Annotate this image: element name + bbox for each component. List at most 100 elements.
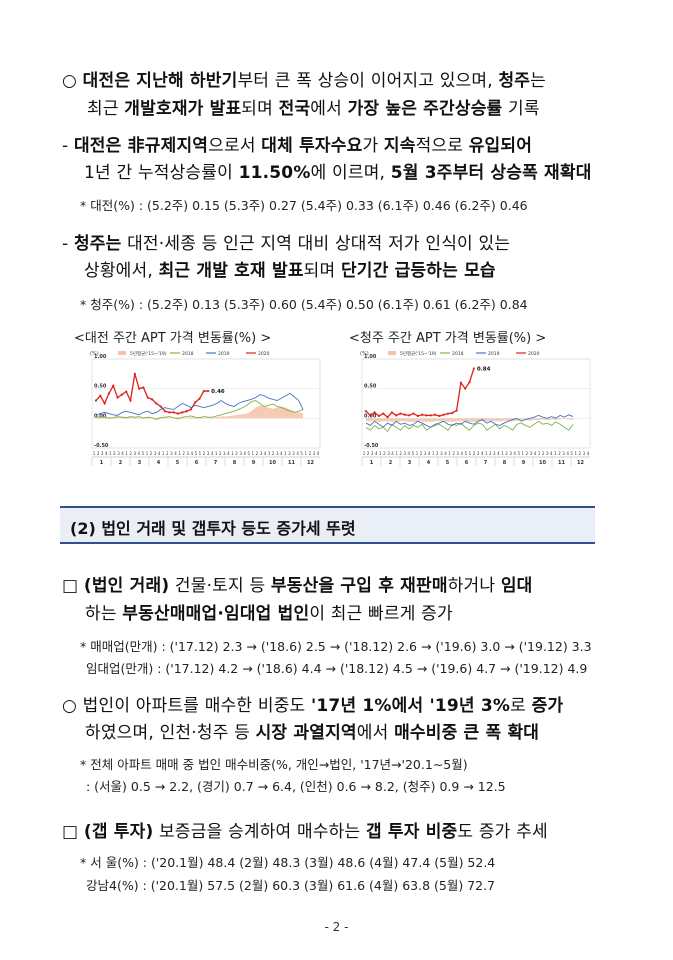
series-2020-point	[395, 414, 398, 417]
series-2020-point	[399, 412, 402, 415]
note-corp-share: * 전체 아파트 매매 중 법인 매수비중(%, 개인→법인, '17년→'20…	[80, 757, 468, 772]
month-label: 5	[176, 460, 180, 466]
note-sales-corp: * 매매업(만개) : ('17.12) 2.3 → ('18.6) 2.5 →…	[80, 639, 592, 654]
week-tick-label: 5	[247, 451, 250, 456]
text-bold: 매수비중 큰 폭 확대	[394, 723, 540, 743]
y-tick-label: 1.00	[364, 354, 377, 360]
series-2020-point	[142, 386, 145, 389]
para8-line1: ○ 법인이 아파트를 매수한 비중도 '17년 1%에서 '19년 3%로 증가	[62, 691, 563, 716]
week-tick-label: 1	[125, 451, 128, 456]
dash: -	[62, 234, 74, 254]
week-tick-label: 3	[260, 451, 263, 456]
month-label: 3	[138, 460, 142, 466]
week-tick-label: 3	[387, 451, 390, 456]
text: 는	[530, 71, 546, 91]
series-avg-area	[96, 405, 304, 419]
series-2020-point	[369, 414, 372, 417]
legend-label: 2020	[528, 351, 540, 357]
week-tick-label: 3	[223, 451, 226, 456]
cheongju-line-chart: (%)1.000.500.00-0.505년평균('15~'19)2018201…	[360, 350, 591, 466]
week-tick-label: 4	[317, 451, 320, 456]
week-tick-label: 2	[309, 451, 312, 456]
week-tick-label: 5	[142, 451, 145, 456]
para2-line1: - 대전은 非규제지역으로서 대체 투자수요가 지속적으로 유입되어	[62, 131, 532, 156]
series-2020-point	[125, 390, 128, 393]
series-line	[365, 420, 574, 433]
text-bold: 청주	[498, 71, 531, 91]
week-tick-label: 5	[412, 451, 415, 456]
week-tick-label: 4	[280, 451, 283, 456]
text-bold: 11.50%	[238, 163, 311, 183]
text-bold: (법인 거래)	[83, 576, 170, 596]
series-2020-point	[459, 381, 463, 384]
week-tick-label: 2	[256, 451, 259, 456]
week-tick-label: 4	[534, 451, 537, 456]
text-bold: 단기간 급등하는 모습	[340, 261, 496, 281]
week-tick-label: 1	[199, 451, 202, 456]
month-label: 11	[288, 460, 295, 466]
series-2020-point	[472, 367, 475, 370]
week-tick-label: 5	[300, 451, 303, 456]
text: 하거나	[447, 576, 501, 596]
week-tick-label: 1	[469, 451, 472, 456]
chart-caption-right: <청주 주간 APT 가격 변동률(%) >	[349, 331, 547, 346]
week-tick-label: 4	[375, 451, 378, 456]
series-2020-point	[207, 389, 210, 393]
week-tick-label: 4	[121, 451, 124, 456]
month-label: 9	[252, 460, 256, 466]
para1-line2: 최근 개발호재가 발표되며 전국에서 가장 높은 주간상승률 기록	[87, 94, 540, 119]
month-label: 2	[389, 460, 393, 466]
text-bold: 최근 개발 호재 발표	[158, 261, 304, 281]
week-tick-label: 1	[448, 451, 451, 456]
month-label: 8	[233, 460, 237, 466]
week-tick-label: 1	[485, 451, 488, 456]
week-tick-label: 1	[395, 451, 398, 456]
series-line	[365, 414, 574, 428]
series-2020-point	[150, 398, 154, 401]
week-tick-label: 3	[276, 451, 279, 456]
week-tick-label: 2	[182, 451, 185, 456]
week-tick-label: 4	[158, 451, 161, 456]
note-cheongju: * 청주(%) : (5.2주) 0.13 (5.3주) 0.60 (5.4주)…	[80, 297, 528, 312]
series-2020-point	[112, 384, 115, 387]
week-tick-label: 2	[489, 451, 492, 456]
series-2020-point	[464, 387, 467, 390]
week-tick-label: 3	[239, 451, 242, 456]
series-2020-point	[146, 396, 149, 399]
week-tick-label: 4	[227, 451, 230, 456]
month-label: 5	[446, 460, 450, 466]
text-bold: 개발호재가 발표	[124, 99, 242, 119]
text: 도 증가 추세	[457, 822, 548, 842]
week-tick-label: 1	[162, 451, 165, 456]
series-2020-point	[386, 416, 389, 419]
text: 으로서	[208, 136, 262, 156]
text-bold: '17년 1%에서 '19년 3%	[310, 696, 511, 716]
week-tick-label: 1	[93, 451, 96, 456]
series-2020-point	[408, 414, 411, 417]
month-label: 11	[558, 460, 565, 466]
legend-label: 5년평균('15~'19)	[400, 350, 437, 357]
text: 에 이르며,	[310, 163, 391, 183]
text-bold: 청주는	[73, 234, 122, 254]
week-tick-label: 3	[292, 451, 295, 456]
week-tick-label: 3	[424, 451, 427, 456]
week-tick-label: 3	[509, 451, 512, 456]
series-2020-point	[442, 413, 445, 416]
week-tick-label: 3	[313, 451, 316, 456]
dash: -	[62, 136, 74, 156]
week-tick-label: 4	[513, 451, 516, 456]
series-2020-point	[129, 399, 132, 402]
series-2020-point	[94, 399, 98, 402]
y-unit: (%)	[360, 351, 369, 357]
week-tick-label: 2	[558, 451, 561, 456]
week-tick-label: 4	[211, 451, 214, 456]
week-tick-label: 4	[497, 451, 500, 456]
text-bold: 임대	[500, 576, 533, 596]
text: 에서	[356, 723, 395, 743]
week-tick-label: 3	[403, 451, 406, 456]
week-tick-label: 1	[432, 451, 435, 456]
series-2020-point	[181, 411, 184, 414]
week-tick-label: 2	[579, 451, 582, 456]
series-2020-point	[172, 411, 175, 414]
series-2020-point	[403, 413, 406, 416]
